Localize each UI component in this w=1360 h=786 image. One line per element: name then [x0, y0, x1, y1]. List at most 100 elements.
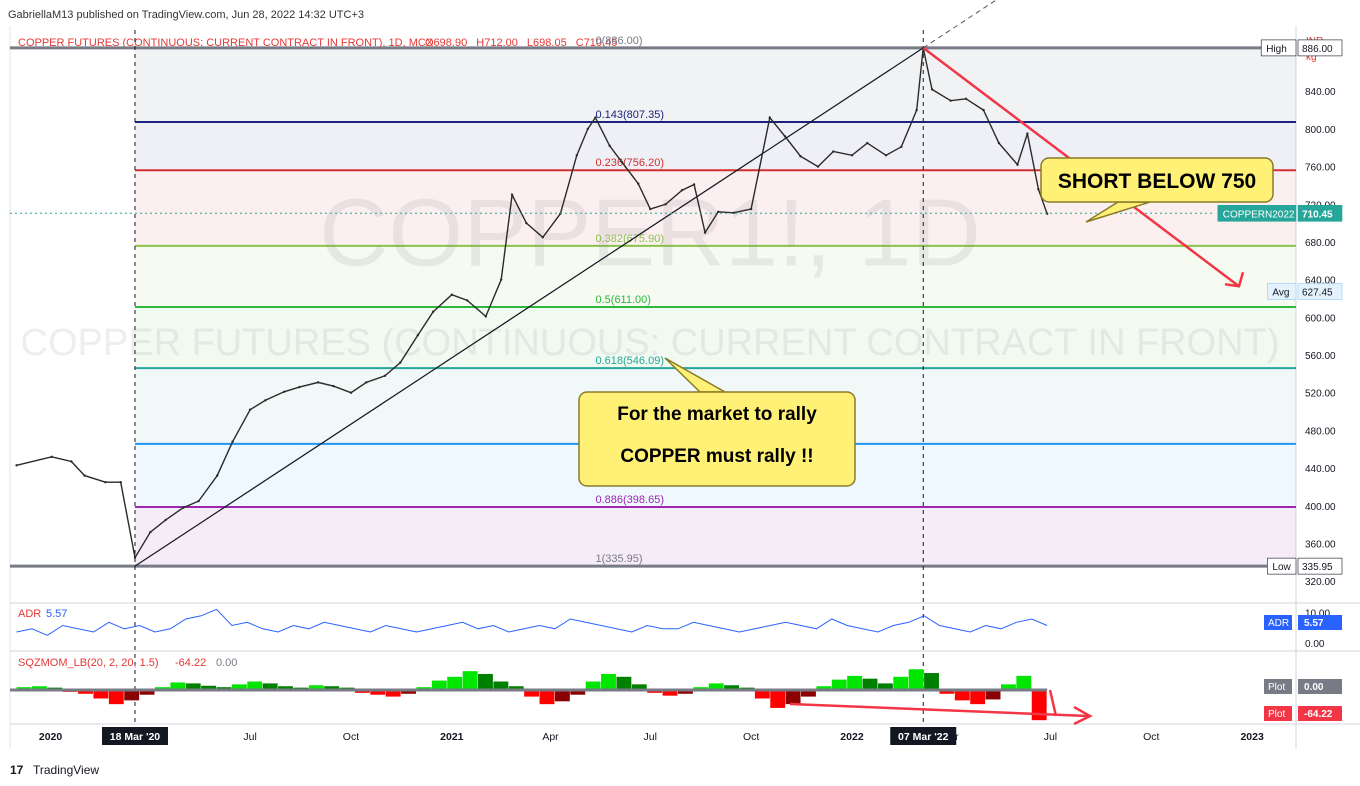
sqzmom-bar — [570, 690, 586, 695]
price-point — [680, 188, 684, 192]
plot-value-box — [1298, 706, 1342, 721]
y-tick-label: 320.00 — [1305, 577, 1336, 588]
y-tick-label: 440.00 — [1305, 464, 1336, 475]
sqzmom-bar — [170, 682, 186, 690]
price-point — [119, 481, 122, 484]
sqzmom-bar — [754, 690, 770, 699]
price-value-box — [1297, 204, 1343, 222]
price-point — [1026, 132, 1029, 135]
fib-level-label: 0.886(398.65) — [595, 494, 664, 506]
price-point — [104, 481, 107, 484]
sqz-divergence-leg — [1048, 689, 1058, 717]
price-point — [703, 231, 707, 234]
price-point — [83, 474, 86, 477]
y-tick-label: 520.00 — [1305, 389, 1336, 400]
price-tag-label: Avg — [1272, 287, 1289, 298]
price-point — [484, 315, 488, 318]
watermark-name: COPPER FUTURES (CONTINUOUS: CURRENT CONT… — [21, 322, 1280, 364]
sqzmom-bar — [78, 690, 93, 694]
y-tick-label: 680.00 — [1305, 238, 1336, 249]
sqzmom-bar — [554, 690, 570, 702]
x-tick-label: Oct — [1143, 731, 1159, 743]
fib-zone — [134, 47, 1297, 123]
price-point — [732, 211, 735, 214]
price-point — [717, 210, 720, 214]
price-point — [866, 141, 869, 145]
sqzmom-bar — [1000, 684, 1016, 690]
price-tag-label: High — [1266, 44, 1287, 55]
ohlc-values: O698.90 H712.00 L698.05 C710.45 — [425, 37, 617, 49]
price-point — [850, 154, 854, 157]
sqzmom-bar — [524, 690, 540, 697]
sqzmom-bar — [708, 683, 724, 690]
sqzmom-bar — [108, 690, 124, 705]
price-point — [915, 108, 918, 112]
plot-tag-label: Plot — [1268, 709, 1285, 720]
adr-tag-box — [1264, 615, 1292, 630]
sqzmom-bar — [247, 681, 263, 690]
sqzmom-bar — [877, 683, 893, 690]
sqzmom-bar — [139, 690, 155, 695]
watermark-symbol: COPPER1!, 1D — [319, 180, 981, 287]
sqzmom-bar — [401, 690, 416, 694]
sqzmom-bar — [970, 690, 986, 705]
fib-level-label: 0(886.00) — [595, 35, 642, 47]
sqzmom-bar — [662, 690, 678, 696]
price-tag-box — [1217, 204, 1297, 222]
annotations-layer: SHORT BELOW 750 For the market to rally CO… — [578, 46, 1274, 487]
price-value-label: 886.00 — [1302, 44, 1333, 55]
sqzmom-bar — [1016, 675, 1032, 690]
price-point — [248, 408, 252, 411]
adr-value-label: 5.57 — [1304, 618, 1324, 629]
adr-tag-label: ADR — [1268, 618, 1289, 629]
date-marker-box — [890, 727, 957, 745]
sqz-divergence-head — [1073, 705, 1093, 726]
fib-level-label: 0.5(611.00) — [595, 294, 650, 306]
y-tick-label: 360.00 — [1305, 539, 1336, 550]
sqzmom-bar — [124, 690, 140, 701]
fib-zone — [134, 306, 1297, 369]
fib-level-label: 0.236(756.20) — [595, 157, 664, 169]
sqzmom-bar — [816, 686, 832, 690]
plot-value-box — [1298, 679, 1342, 694]
price-point — [1037, 188, 1040, 191]
price-point — [636, 182, 640, 185]
y-tick-label: 800.00 — [1305, 125, 1336, 136]
price-point — [832, 150, 835, 153]
sqzmom-bar — [385, 690, 401, 697]
adr-series-line — [16, 608, 1048, 636]
sqzmom-bar — [539, 690, 555, 705]
sqzmom-bar — [985, 690, 1001, 700]
sqzmom-bar — [478, 673, 493, 690]
x-tick-label: 2022 — [840, 731, 864, 743]
x-tick-label: Jul — [243, 731, 256, 743]
price-point — [316, 381, 320, 384]
price-point — [197, 499, 200, 503]
plot-tag-label: Plot — [1268, 682, 1285, 693]
fib-level-label: 0.382(675.90) — [595, 233, 664, 245]
x-tick-label: 2023 — [1240, 731, 1264, 743]
x-tick-label: Apr — [542, 731, 559, 743]
price-point — [884, 154, 888, 157]
price-point — [1016, 163, 1019, 166]
price-value-box — [1297, 39, 1343, 57]
symbol-name: COPPER FUTURES (CONTINUOUS: CURRENT CONT… — [18, 37, 434, 49]
price-point — [349, 391, 353, 394]
price-point — [416, 334, 420, 337]
sqzmom-bar — [308, 685, 324, 690]
price-point — [282, 390, 286, 393]
price-point — [431, 310, 435, 313]
adr-value-box — [1298, 615, 1342, 630]
sqzmom-bar — [677, 690, 693, 694]
x-tick-label: Jul — [1044, 731, 1057, 743]
price-tag-label: COPPERN2022 — [1223, 209, 1295, 220]
y-tick-label: 640.00 — [1305, 276, 1336, 287]
sqzmom-bar — [508, 686, 524, 690]
y-tick-label: 560.00 — [1305, 351, 1336, 362]
sqz-divergence-line — [789, 702, 1089, 718]
price-value-box — [1297, 557, 1343, 575]
y-tick-label: 400.00 — [1305, 502, 1336, 513]
price-value-label: 627.45 — [1302, 287, 1333, 298]
price-point — [264, 399, 267, 402]
